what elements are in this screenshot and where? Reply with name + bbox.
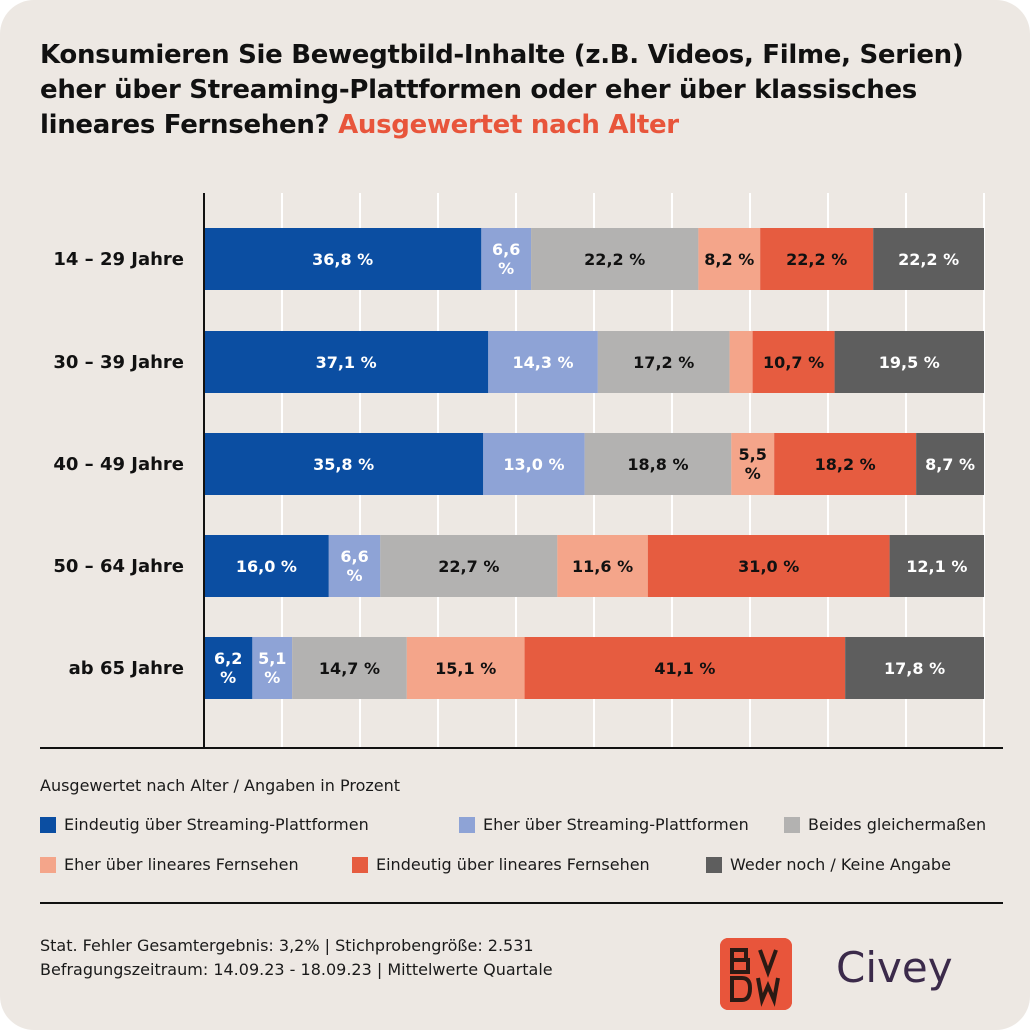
legend-item: Beides gleichermaßen: [784, 815, 986, 834]
legend-item: Eindeutig über lineares Fernsehen: [352, 855, 650, 874]
legend-item: Weder noch / Keine Angabe: [706, 855, 951, 874]
legend-swatch: [40, 816, 56, 833]
bar-segment: [292, 637, 407, 699]
bar-segment: [834, 331, 984, 393]
data-label: 22,2 %: [584, 250, 645, 269]
bar-segment: [483, 433, 585, 495]
footer-line-period: Befragungszeitraum: 14.09.23 - 18.09.23 …: [40, 960, 553, 979]
legend-swatch: [706, 856, 722, 873]
data-label: 6,2%: [214, 649, 242, 687]
data-label: 5,5%: [739, 445, 767, 483]
data-label: 14,3 %: [513, 353, 574, 372]
legend-swatch: [40, 856, 56, 873]
bar-segment: [204, 433, 484, 495]
bar-segment: [406, 637, 525, 699]
bar-segment: [647, 535, 890, 597]
data-label: 14,7 %: [319, 659, 380, 678]
bar-segment: [760, 228, 874, 290]
legend-swatch: [784, 816, 800, 833]
bar-segment: [752, 331, 835, 393]
legend-label: Eher über lineares Fernsehen: [64, 855, 299, 874]
legend-swatch: [352, 856, 368, 873]
category-label: ab 65 Jahre: [69, 658, 184, 679]
data-label: 15,1 %: [435, 659, 496, 678]
data-label: 10,7 %: [763, 353, 824, 372]
bar-segment: [916, 433, 984, 495]
footer-line-error: Stat. Fehler Gesamtergebnis: 3,2% | Stic…: [40, 936, 534, 955]
civey-logo: Civey: [836, 943, 953, 992]
legend-item: Eindeutig über Streaming-Plattformen: [40, 815, 369, 834]
legend-swatch: [459, 816, 475, 833]
data-label: 8,2 %: [704, 250, 754, 269]
data-label: 18,2 %: [815, 455, 876, 474]
category-label: 30 – 39 Jahre: [53, 352, 184, 373]
data-label: 41,1 %: [654, 659, 715, 678]
bar-segment: [698, 228, 761, 290]
bar-segment: [380, 535, 558, 597]
data-label: 37,1 %: [316, 353, 377, 372]
bvdw-logo: [720, 938, 792, 1010]
data-label: 22,2 %: [898, 250, 959, 269]
bar-segment: [204, 637, 253, 699]
data-label: 6,6%: [340, 547, 368, 585]
category-label: 14 – 29 Jahre: [53, 249, 184, 270]
data-label: 35,8 %: [313, 455, 374, 474]
bar-segment: [731, 433, 775, 495]
title-text: Konsumieren Sie Bewegtbild-Inhalte (z.B.…: [40, 40, 964, 140]
title-highlight: Ausgewertet nach Alter: [338, 110, 679, 140]
stacked-bar-chart: 36,8 % 6,6% 22,2 % 8,2 % 22,2 % 22,2 % 14 – 29…: [40, 193, 1003, 749]
data-label: 8,7 %: [925, 455, 975, 474]
bar-segment: [531, 228, 699, 290]
bar-segment: [873, 228, 984, 290]
legend-label: Beides gleichermaßen: [808, 815, 987, 834]
bar-segment: [204, 331, 489, 393]
legend-label: Eindeutig über Streaming-Plattformen: [64, 815, 369, 834]
bar-segment: [524, 637, 846, 699]
data-label: 5,1%: [258, 649, 286, 687]
data-label: 31,0 %: [738, 557, 799, 576]
footer-divider: [40, 902, 1003, 904]
category-label: 40 – 49 Jahre: [53, 454, 184, 475]
data-label: 17,8 %: [884, 659, 945, 678]
data-label: 22,2 %: [786, 250, 847, 269]
data-label: 36,8 %: [312, 250, 373, 269]
bar-segment: [889, 535, 984, 597]
chart-subtitle: Ausgewertet nach Alter / Angaben in Proz…: [40, 776, 401, 795]
data-label: 16,0 %: [236, 557, 297, 576]
bar-segment: [597, 331, 730, 393]
footer-notes: Stat. Fehler Gesamtergebnis: 3,2% | Stic…: [40, 934, 553, 982]
bar-segment: [204, 228, 482, 290]
bar-segment: [328, 535, 381, 597]
bar-segment: [845, 637, 984, 699]
data-label: 13,0 %: [503, 455, 564, 474]
bar-segment: [252, 637, 293, 699]
category-label: 50 – 64 Jahre: [53, 556, 184, 577]
data-label: 18,8 %: [627, 455, 688, 474]
legend-item: Eher über Streaming-Plattformen: [459, 815, 749, 834]
bar-segment: [481, 228, 532, 290]
data-label: 19,5 %: [879, 353, 940, 372]
bar-segment: [584, 433, 732, 495]
chart-title: Konsumieren Sie Bewegtbild-Inhalte (z.B.…: [40, 38, 1000, 143]
data-label: 11,6 %: [572, 557, 633, 576]
bar-segment: [488, 331, 598, 393]
bar-segment: [557, 535, 648, 597]
legend-label: Eindeutig über lineares Fernsehen: [376, 855, 650, 874]
data-label: 17,2 %: [633, 353, 694, 372]
data-label: 22,7 %: [438, 557, 499, 576]
data-label: 12,1 %: [906, 557, 967, 576]
legend-item: Eher über lineares Fernsehen: [40, 855, 299, 874]
legend-label: Weder noch / Keine Angabe: [730, 855, 951, 874]
bar-segment: [204, 535, 329, 597]
bar-segment: [729, 331, 753, 393]
data-label: 6,6%: [492, 240, 520, 278]
legend-label: Eher über Streaming-Plattformen: [483, 815, 749, 834]
bar-segment: [774, 433, 917, 495]
